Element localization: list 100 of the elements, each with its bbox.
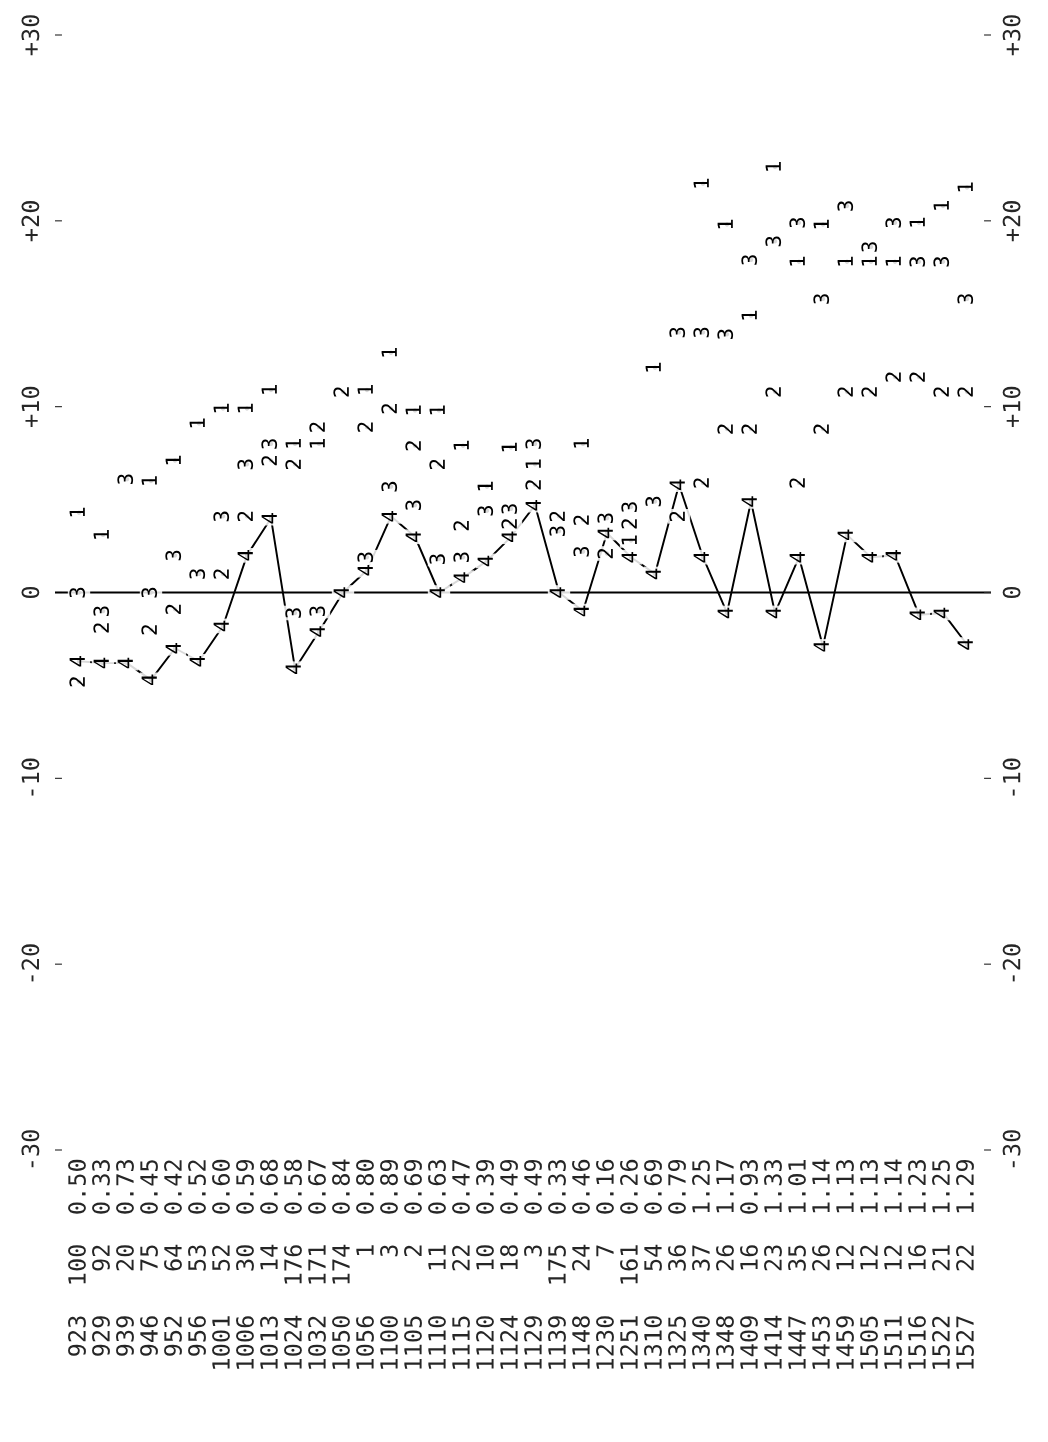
x-tick-label: 1056 1 0.80 <box>356 1159 374 1369</box>
text: 1 <box>573 438 589 448</box>
x-tick-label: 1001 52 0.60 <box>212 1159 230 1369</box>
y2-tick-label: -10 <box>1002 758 1021 796</box>
text: 1 <box>93 530 109 539</box>
x-tick-label: 1447 35 1.01 <box>788 1159 806 1369</box>
text: 3 <box>525 439 542 449</box>
y2-tick-label: +10 <box>1002 386 1021 427</box>
y-tick-label: -10 <box>21 758 40 796</box>
y2-tick-label: +30 <box>1002 15 1021 56</box>
x-tick-label: 1120 10 0.39 <box>476 1159 494 1369</box>
x-tick-label: 1409 16 0.93 <box>740 1160 758 1369</box>
x-tick-label: 1006 30 0.59 <box>236 1159 254 1369</box>
text: 2 <box>357 422 373 432</box>
text: 1 <box>813 219 829 229</box>
text: 1 <box>885 256 901 266</box>
text: 1 <box>477 481 493 491</box>
text: 1 <box>909 217 925 227</box>
text: 1 <box>357 385 373 394</box>
text: 1 <box>933 201 949 210</box>
y-tick-label: +20 <box>21 201 40 242</box>
text: 3 <box>741 255 758 265</box>
text: 2 <box>693 478 709 488</box>
x-tick-label: 1522 21 1.25 <box>932 1160 950 1369</box>
text: 1 <box>69 507 85 517</box>
x-tick-label: 939 20 0.73 <box>116 1160 134 1356</box>
text: 1 <box>741 310 757 320</box>
y-tick-label: +10 <box>21 386 40 427</box>
text: 3 <box>861 242 878 252</box>
text: 2 <box>285 459 301 469</box>
text: 2 <box>453 521 469 531</box>
text: 2 <box>765 387 781 397</box>
series-label: 1 <box>213 403 229 413</box>
x-tick-label: 946 75 0.45 <box>140 1160 158 1356</box>
text: 1 <box>141 476 157 485</box>
text: 2 <box>861 387 877 397</box>
text: 2 <box>213 569 229 579</box>
y2-tick-label: -20 <box>1002 944 1021 982</box>
x-tick-label: 1325 36 0.79 <box>668 1159 686 1369</box>
text: 2 <box>69 677 85 687</box>
y2-tick-label: 0 <box>1002 586 1021 599</box>
x-tick-label: 1105 2 0.69 <box>404 1159 422 1369</box>
text: 1 <box>453 440 469 450</box>
x-tick-label: 952 64 0.42 <box>164 1160 182 1356</box>
text: 2 <box>381 404 397 414</box>
text: 2 <box>429 459 445 469</box>
text: 2 <box>621 519 637 529</box>
text: 1 <box>765 162 781 171</box>
text: 1 <box>261 385 277 394</box>
text: 2 <box>741 424 757 434</box>
text: 2 <box>837 387 853 397</box>
x-tick-label: 1516 16 1.23 <box>908 1160 926 1369</box>
x-tick-label: 1148 24 0.46 <box>572 1159 590 1369</box>
text: 2 <box>141 625 157 635</box>
text: 2 <box>405 441 421 451</box>
text: 1 <box>957 182 973 192</box>
text: 1 <box>861 256 877 266</box>
text: 1 <box>237 403 253 413</box>
text: 2 <box>933 387 949 397</box>
text: 1 <box>645 362 661 372</box>
text: 1 <box>837 256 853 266</box>
text: 1 <box>285 438 301 448</box>
x-tick-label: 1453 26 1.14 <box>812 1159 830 1369</box>
text: 2 <box>333 387 349 397</box>
x-tick-label: 1459 12 1.13 <box>836 1160 854 1369</box>
x-tick-label: 1348 26 1.17 <box>716 1160 734 1369</box>
x-tick-label: 1024 176 0.58 <box>284 1159 302 1369</box>
y-tick-label: -30 <box>21 1130 40 1168</box>
text: 2 <box>717 424 733 434</box>
text: 2 <box>93 623 109 633</box>
x-tick-label: 1230 7 0.16 <box>596 1159 614 1369</box>
x-tick-label: 1115 22 0.47 <box>452 1160 470 1369</box>
x-tick-label: 929 92 0.33 <box>92 1160 110 1356</box>
text: 2 <box>909 372 925 382</box>
x-tick-label: 1505 12 1.13 <box>860 1160 878 1369</box>
text: 2 <box>261 456 277 466</box>
text: 2 <box>549 511 565 522</box>
text: 1 <box>309 438 325 448</box>
x-tick-label: 1100 3 0.89 <box>380 1159 398 1369</box>
x-tick-label: 1050 174 0.84 <box>332 1159 350 1369</box>
text: 1 <box>189 418 205 428</box>
text: 1 <box>789 256 805 266</box>
y-tick-label: 0 <box>21 586 40 599</box>
y-tick-label: -20 <box>21 944 40 982</box>
text: 1 <box>429 405 445 415</box>
y2-tick-label: -30 <box>1002 1130 1021 1168</box>
y-tick-label: +30 <box>21 15 40 56</box>
x-tick-label: 1124 18 0.49 <box>500 1159 518 1369</box>
text: 2 <box>237 511 253 522</box>
text: 1 <box>381 347 397 357</box>
text: 3 <box>813 294 830 304</box>
x-tick-label: 956 53 0.52 <box>188 1160 206 1356</box>
x-tick-label: 1139 175 0.33 <box>548 1160 566 1369</box>
text: 3 <box>501 504 518 514</box>
text: 1 <box>501 442 517 452</box>
x-tick-label: 1527 22 1.29 <box>956 1159 974 1369</box>
x-tick-label: 1013 14 0.68 <box>260 1159 278 1369</box>
text: 3 <box>957 294 974 304</box>
text: 1 <box>717 219 733 229</box>
text: 2 <box>957 387 973 397</box>
